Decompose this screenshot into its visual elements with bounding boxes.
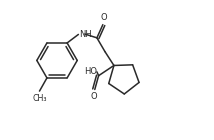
Text: CH₃: CH₃ <box>32 94 47 103</box>
Text: NH: NH <box>79 30 92 38</box>
Text: O: O <box>91 92 97 101</box>
Text: HO: HO <box>84 66 97 75</box>
Text: O: O <box>100 13 107 22</box>
